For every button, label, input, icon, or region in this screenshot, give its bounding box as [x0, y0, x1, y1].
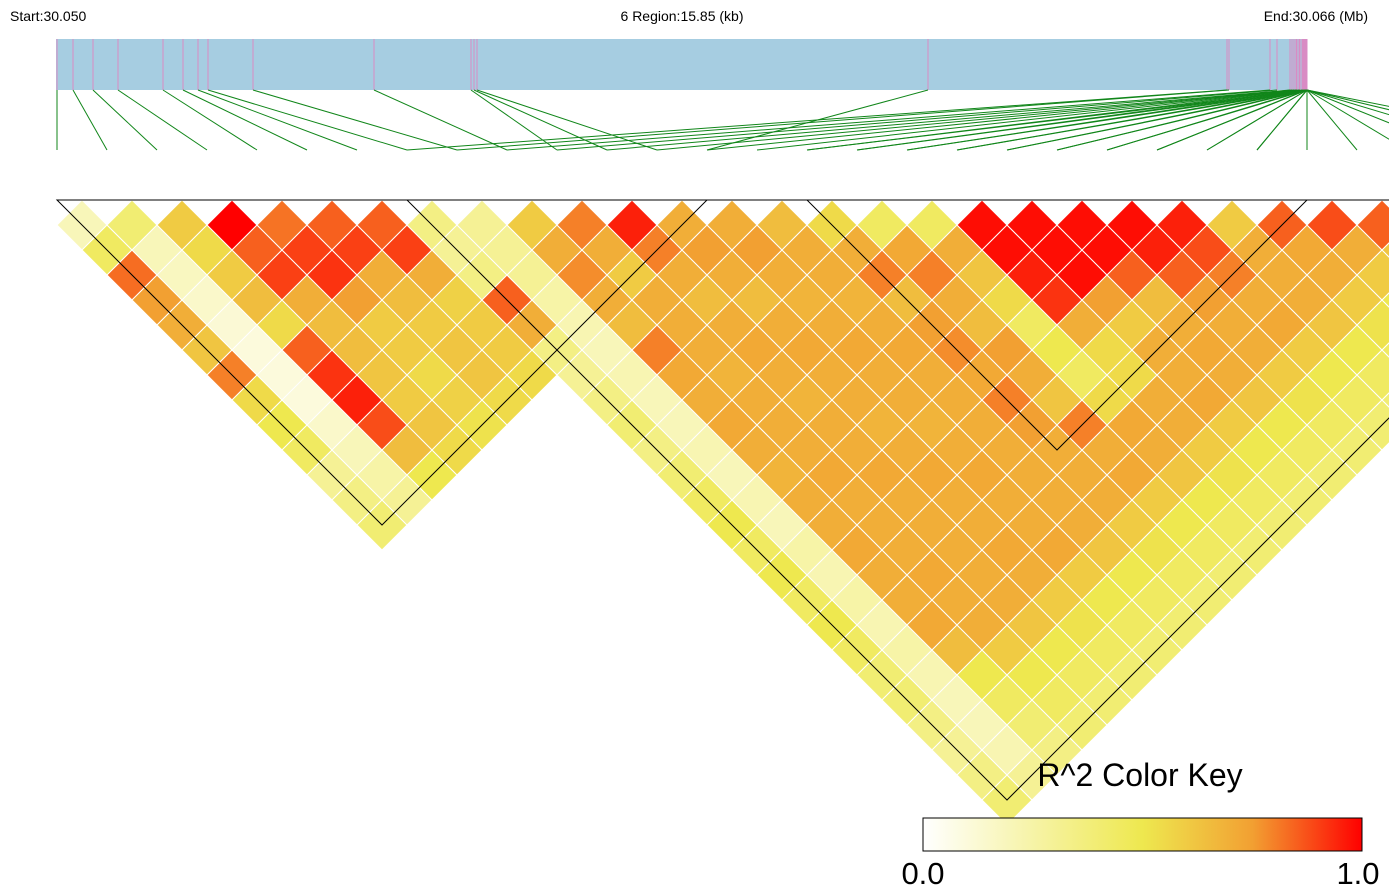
snp-connector-3 [117, 89, 208, 151]
end-label: End:30.066 (Mb) [1264, 8, 1368, 24]
ld-cell-block2-24-16 [1381, 392, 1389, 408]
snp-connector-18 [606, 89, 1291, 151]
ld-cell-block2-22-18 [1381, 292, 1389, 308]
snp-connector-41 [906, 89, 1308, 151]
color-key-max-label: 1.0 [1336, 856, 1379, 891]
snp-connector-5 [182, 89, 308, 151]
snp-connector-37 [1306, 89, 1389, 111]
snp-connector-8 [252, 89, 458, 151]
snp-connector-16 [506, 89, 1271, 151]
region-label: 6 Region:15.85 (kb) [621, 8, 744, 24]
color-key-min-label: 0.0 [901, 856, 944, 891]
color-key-title: R^2 Color Key [1037, 757, 1242, 793]
ld-cells [56, 199, 1389, 826]
snp-connector-4 [162, 89, 258, 151]
snp-connector-34 [1306, 89, 1389, 140]
snp-connector-14 [406, 89, 1228, 151]
snp-connector-33 [1306, 89, 1358, 151]
snp-connector-10 [470, 89, 558, 151]
block-outlines [55, 199, 1389, 801]
snp-connector-11 [473, 89, 608, 151]
start-label: Start:30.050 [10, 8, 86, 24]
snp-connector-39 [806, 89, 1308, 151]
snp-connector-43 [1006, 89, 1308, 151]
snp-connector-21 [756, 89, 1297, 151]
snp-connector-47 [1206, 89, 1308, 151]
snp-connector-35 [1306, 89, 1389, 124]
snp-connector-19 [656, 89, 1293, 151]
snp-connector-9 [373, 89, 508, 151]
ld-cell-block2-23-17 [1381, 342, 1389, 358]
snp-connector-1 [72, 89, 108, 151]
snp-connector-lines [56, 89, 1389, 151]
snp-connector-36 [1306, 89, 1389, 116]
snp-position-lines [56, 39, 1308, 90]
block-outline-block1 [55, 199, 709, 526]
snp-connector-46 [1156, 89, 1308, 151]
snp-connector-12 [476, 89, 658, 151]
region-bar [56, 39, 1307, 90]
snp-connector-7 [207, 89, 408, 151]
snp-connector-2 [92, 89, 158, 151]
snp-connector-20 [706, 89, 1295, 151]
snp-connector-17 [556, 89, 1278, 151]
color-key-bar [922, 817, 1363, 852]
snp-connector-48 [1256, 89, 1308, 151]
snp-connector-45 [1106, 89, 1308, 151]
ld-cell-block2-21-19 [1381, 242, 1389, 258]
snp-connector-44 [1056, 89, 1308, 151]
snp-connector-15 [456, 89, 1230, 151]
snp-connector-38 [1306, 89, 1389, 107]
snp-connector-42 [956, 89, 1308, 151]
snp-connector-40 [856, 89, 1308, 151]
block-outline-block3 [805, 199, 1309, 451]
snp-connector-6 [197, 89, 358, 151]
ld-cell-block2-24-15 [1356, 399, 1389, 451]
